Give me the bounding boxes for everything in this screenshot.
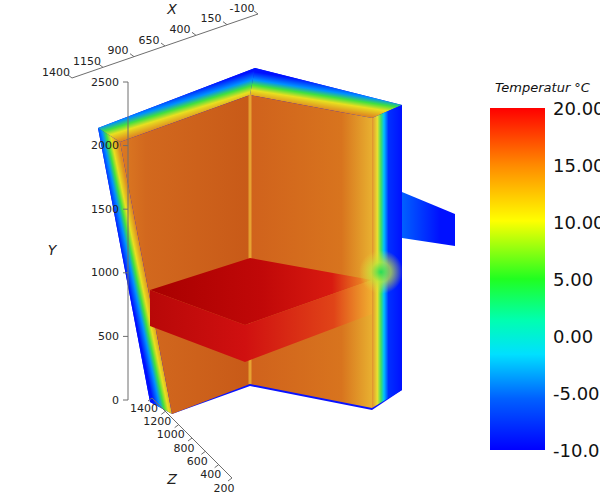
svg-text:Z: Z (166, 471, 177, 487)
svg-text:1000: 1000 (91, 266, 119, 279)
svg-text:20.00: 20.00 (553, 98, 600, 119)
svg-text:1400: 1400 (130, 402, 158, 415)
svg-text:400: 400 (170, 23, 191, 36)
svg-text:400: 400 (200, 468, 221, 481)
svg-text:Temperatur °C: Temperatur °C (495, 80, 591, 95)
svg-text:X: X (166, 1, 177, 17)
svg-text:15.00: 15.00 (553, 155, 600, 176)
svg-text:Y: Y (48, 242, 58, 258)
svg-text:1150: 1150 (73, 55, 101, 68)
svg-text:650: 650 (139, 34, 160, 47)
svg-text:5.00: 5.00 (553, 269, 593, 290)
svg-text:1000: 1000 (157, 428, 185, 441)
svg-text:-100: -100 (230, 2, 255, 15)
svg-text:1200: 1200 (143, 415, 171, 428)
svg-text:600: 600 (187, 455, 208, 468)
svg-text:10.00: 10.00 (553, 212, 600, 233)
svg-text:150: 150 (201, 12, 222, 25)
svg-text:1400: 1400 (42, 66, 70, 79)
svg-text:0.00: 0.00 (553, 326, 593, 347)
svg-text:-10.00: -10.00 (553, 440, 600, 461)
svg-text:200: 200 (214, 482, 235, 495)
svg-text:-5.00: -5.00 (553, 383, 600, 404)
svg-text:2500: 2500 (91, 76, 119, 89)
svg-text:0: 0 (112, 394, 119, 407)
svg-text:1500: 1500 (91, 203, 119, 216)
svg-text:2000: 2000 (91, 139, 119, 152)
svg-text:800: 800 (174, 442, 195, 455)
svg-text:900: 900 (108, 44, 129, 57)
svg-text:500: 500 (98, 330, 119, 343)
